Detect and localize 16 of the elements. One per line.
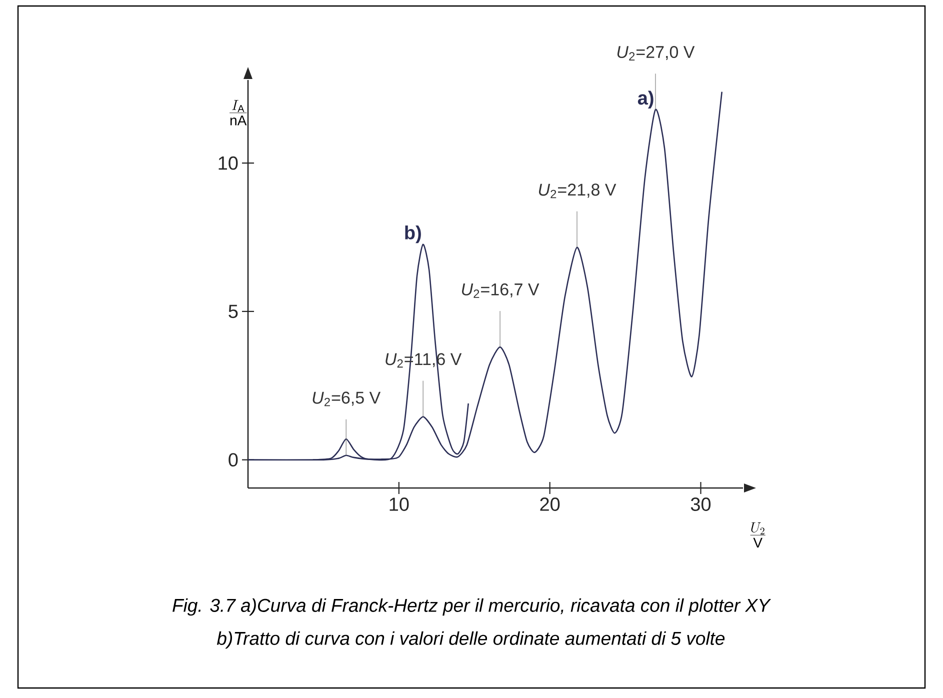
annotation: U$_{2}$=16,7 V bbox=[462, 283, 540, 298]
x-axis-title: $\frac{U_{2}}{\mathrm{V}}$ bbox=[750, 522, 766, 548]
y-tick-label: 10 bbox=[218, 156, 238, 170]
x-tick-label: 20 bbox=[540, 498, 560, 511]
series-label: b) bbox=[405, 225, 421, 244]
annotation: U$_{2}$=21,8 V bbox=[538, 184, 616, 198]
caption: Fig. 3.7 a)Curva di Franck-Hertz per il mercurio, ricavata con il plotter XY bbox=[172, 598, 772, 616]
series-label: a) bbox=[638, 90, 654, 108]
x-tick-label: 30 bbox=[690, 498, 711, 511]
y-tick-label: 5 bbox=[228, 304, 238, 318]
y-axis-title: $\frac{I_{\mathrm{A}}}{\mathrm{nA}}$ bbox=[230, 100, 247, 126]
annotation: U$_{2}$=27,0 V bbox=[617, 46, 695, 60]
text: b)Tratto di curva con i valori delle ordinate aumentati di 5 volte bbox=[216, 631, 725, 649]
y-tick-label: 0 bbox=[228, 453, 238, 467]
x-tick-label: 10 bbox=[390, 498, 409, 511]
annotation: U$_{2}$=6,5 V bbox=[312, 392, 381, 406]
